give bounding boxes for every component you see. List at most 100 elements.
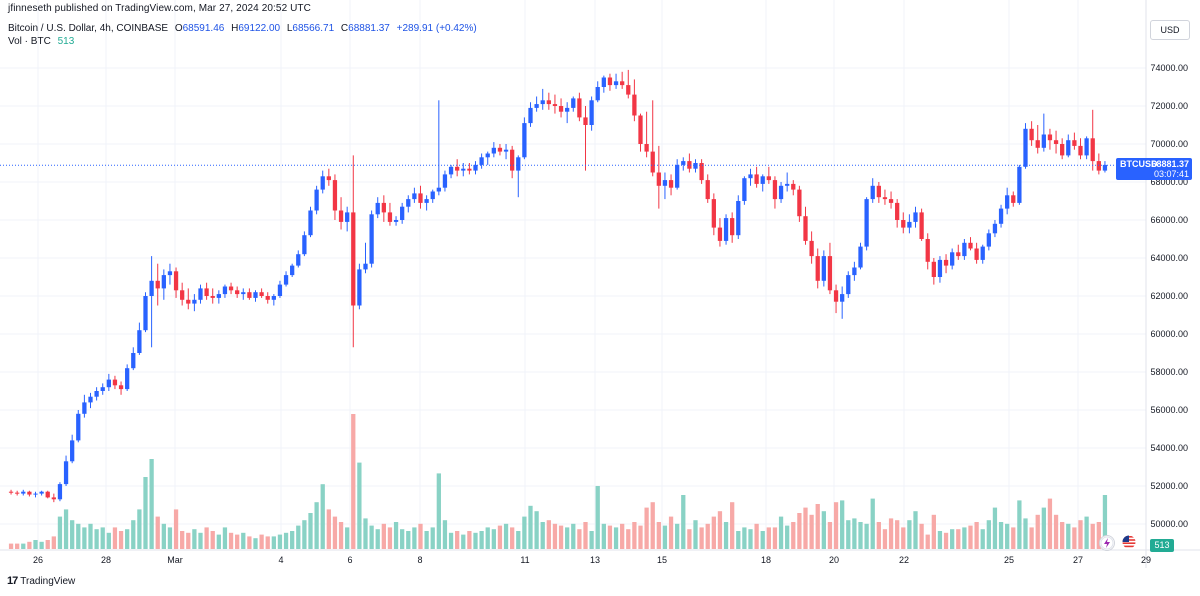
- candle-body: [699, 163, 704, 181]
- volume-bar: [827, 522, 833, 549]
- candle-body: [455, 166, 460, 171]
- volume-bar: [393, 522, 399, 549]
- volume-bar: [436, 473, 441, 549]
- volume-bar: [39, 541, 44, 549]
- us-flag-icon[interactable]: [1122, 535, 1136, 549]
- legend-volume-row: Vol · BTC 513: [8, 35, 477, 48]
- candle-body: [228, 286, 234, 291]
- candle-body: [907, 221, 912, 228]
- price-tick-label: 58000.00: [1150, 367, 1188, 377]
- candle-body: [687, 161, 692, 169]
- last-price-tag: BTCUSD 68881.37 03:07:41: [1116, 158, 1192, 180]
- candle-body: [980, 246, 985, 260]
- volume-bar: [314, 502, 319, 549]
- volume-bar: [131, 520, 136, 549]
- candle-body: [827, 256, 833, 291]
- candle-body: [681, 161, 686, 165]
- candle-body: [1072, 140, 1077, 146]
- candle-body: [76, 413, 81, 441]
- price-tick-label: 62000.00: [1150, 291, 1188, 301]
- time-tick-label: 20: [829, 555, 839, 565]
- candle-body: [326, 176, 331, 181]
- volume-bar: [888, 518, 894, 549]
- high-value: 69122.00: [238, 23, 281, 34]
- price-tag-price: 68881.37: [1151, 159, 1189, 169]
- volume-bar: [882, 529, 888, 549]
- volume-bar: [375, 529, 380, 549]
- volume-bar: [937, 531, 943, 549]
- us-flag-glyph: [1122, 535, 1136, 549]
- volume-bar: [760, 531, 765, 549]
- candle-body: [540, 100, 545, 105]
- volume-bar: [1041, 507, 1046, 549]
- volume-bar: [870, 498, 875, 549]
- volume-bar: [516, 531, 521, 549]
- volume-bar: [57, 516, 63, 549]
- candle-body: [1035, 140, 1040, 148]
- candle-body: [888, 199, 894, 203]
- candle-body: [723, 218, 729, 241]
- candle-body: [375, 202, 380, 215]
- volume-bar: [962, 527, 967, 549]
- candle-body: [589, 100, 594, 125]
- volume-bar: [167, 527, 173, 549]
- tradingview-logo[interactable]: 17 TradingView: [7, 574, 75, 588]
- volume-bar: [1084, 516, 1089, 549]
- time-tick-label: 8: [417, 555, 422, 565]
- candle-body: [296, 254, 301, 266]
- candle-body: [565, 107, 570, 112]
- candle-body: [253, 292, 258, 298]
- symbol-name[interactable]: Bitcoin / U.S. Dollar, 4h, COINBASE: [8, 23, 169, 34]
- price-axis[interactable]: 74000.00 72000.00 70000.00 68000.00 66000.00…: [1150, 63, 1188, 529]
- volume-bar: [88, 523, 93, 549]
- volume-bar: [63, 509, 69, 549]
- price-tick-label: 56000.00: [1150, 405, 1188, 415]
- candle-body: [1053, 140, 1059, 144]
- volume-bar: [173, 509, 179, 549]
- currency-button[interactable]: USD: [1150, 20, 1190, 40]
- volume-bar: [785, 525, 790, 549]
- volume-bar: [491, 529, 496, 549]
- volume-bar: [467, 531, 472, 549]
- volume-bar: [931, 514, 936, 549]
- candle-body: [1011, 195, 1016, 203]
- time-tick-label: 4: [278, 555, 283, 565]
- price-tick-label: 70000.00: [1150, 139, 1188, 149]
- volume-bar: [235, 534, 240, 549]
- time-tick-label: 25: [1004, 555, 1014, 565]
- volume-bar: [1066, 523, 1071, 549]
- candle-body: [467, 168, 472, 171]
- volume-bar: [852, 518, 857, 549]
- candle-body: [8, 491, 14, 493]
- time-axis[interactable]: 26 28 Mar 4 6 8 11 13 15 18 20 22 25 27 29: [33, 555, 1151, 565]
- candle-body: [161, 275, 166, 289]
- volume-bar: [290, 531, 295, 549]
- candle-body: [277, 284, 283, 296]
- volume-label[interactable]: Vol · BTC: [8, 36, 51, 47]
- candle-body: [1005, 195, 1010, 209]
- lightning-icon[interactable]: [1099, 535, 1115, 551]
- volume-bar: [742, 527, 747, 549]
- volume-bar: [638, 525, 643, 549]
- volume-bar: [1047, 498, 1053, 549]
- time-tick-label: 13: [590, 555, 600, 565]
- candle-body: [430, 191, 435, 200]
- candle-body: [1017, 166, 1022, 203]
- candle-body: [241, 292, 246, 295]
- volume-bar: [27, 541, 32, 549]
- candle-body: [522, 123, 527, 158]
- volume-bar: [510, 527, 515, 549]
- volume-bar: [112, 527, 118, 549]
- volume-bar: [858, 522, 863, 549]
- candle-body: [607, 77, 613, 86]
- volume-bar: [968, 525, 973, 549]
- candle-body: [308, 210, 313, 236]
- candle-body: [387, 212, 393, 222]
- candle-body: [882, 197, 888, 200]
- volume-bar: [33, 540, 38, 549]
- volume-bar: [430, 527, 435, 549]
- volume-bar: [387, 527, 393, 549]
- published-line: jfinneseth published on TradingView.com,…: [8, 3, 311, 14]
